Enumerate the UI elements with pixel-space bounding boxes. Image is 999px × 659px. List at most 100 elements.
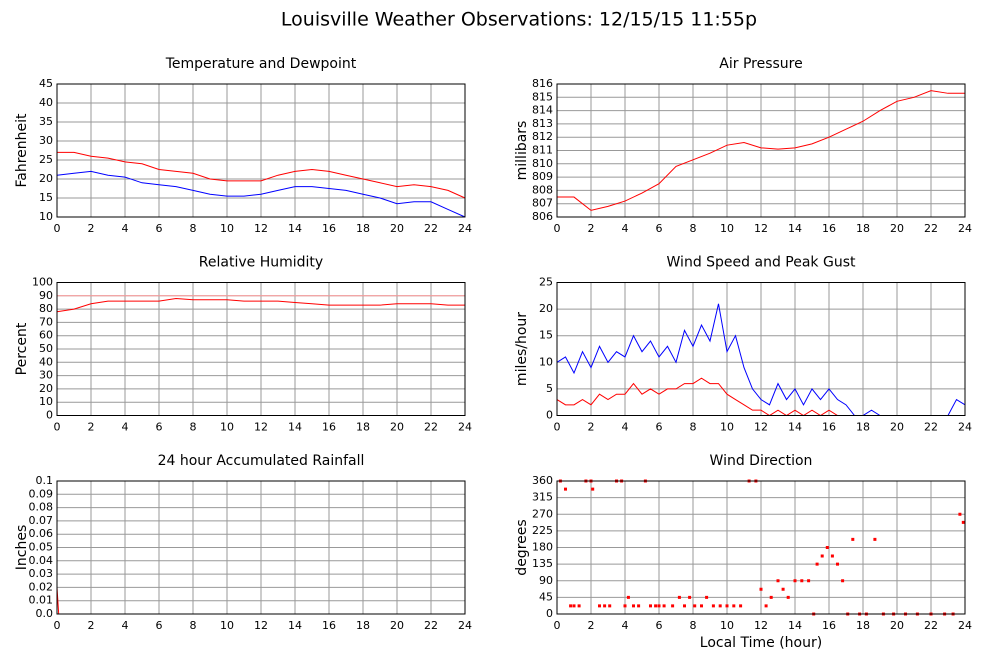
x-tick-label: 8: [690, 619, 697, 632]
y-tick-label: 45: [39, 77, 53, 90]
y-tick-label: 30: [39, 134, 53, 147]
x-tick-label: 0: [54, 222, 61, 235]
y-tick-label: 0.04: [29, 554, 54, 567]
data-point: [671, 604, 675, 608]
data-point: [677, 595, 681, 599]
x-tick-label: 0: [554, 222, 561, 235]
panel-title: Relative Humidity: [199, 255, 323, 271]
y-tick-label: 0: [546, 409, 553, 422]
x-tick-label: 6: [156, 619, 163, 632]
y-axis-label: Percent: [14, 322, 30, 375]
x-tick-label: 14: [288, 222, 302, 235]
x-tick-label: 18: [856, 222, 870, 235]
x-tick-label: 4: [622, 619, 629, 632]
y-tick-label: 0.03: [29, 567, 54, 580]
x-tick-label: 12: [254, 222, 268, 235]
y-tick-label: 5: [546, 382, 553, 395]
x-tick-label: 0: [54, 619, 61, 632]
x-tick-label: 2: [588, 222, 595, 235]
panel-title: Wind Direction: [710, 453, 813, 469]
data-point: [688, 595, 692, 599]
data-point: [608, 604, 612, 608]
x-tick-label: 22: [924, 619, 938, 632]
data-point: [577, 604, 581, 608]
x-tick-label: 8: [690, 222, 697, 235]
y-tick-label: 10: [39, 210, 53, 223]
y-tick-label: 0.0: [36, 607, 54, 620]
y-tick-label: 20: [539, 302, 553, 315]
data-point: [800, 579, 804, 583]
x-tick-label: 4: [122, 421, 129, 434]
data-point: [683, 604, 686, 608]
x-tick-label: 22: [424, 619, 438, 632]
y-tick-label: 90: [539, 574, 553, 587]
y-tick-label: 80: [39, 302, 53, 315]
x-tick-label: 22: [924, 222, 938, 235]
x-tick-label: 20: [890, 222, 904, 235]
x-tick-label: 10: [220, 222, 234, 235]
y-axis-label: Fahrenheit: [14, 113, 30, 188]
data-line: [56, 170, 466, 218]
data-point: [841, 579, 845, 583]
data-point: [623, 604, 627, 608]
y-tick-label: 30: [39, 369, 53, 382]
x-tick-label: 8: [190, 421, 197, 434]
y-tick-label: 806: [532, 210, 553, 223]
x-tick-label: 4: [122, 222, 129, 235]
data-point: [759, 587, 763, 591]
y-tick-label: 10: [539, 355, 553, 368]
plot-frame: [56, 480, 466, 615]
data-point: [815, 562, 819, 566]
y-tick-label: 100: [32, 276, 53, 289]
x-tick-label: 10: [720, 421, 734, 434]
main-title: Louisville Weather Observations: 12/15/1…: [281, 9, 757, 31]
x-tick-label: 2: [88, 421, 95, 434]
x-tick-label: 16: [322, 421, 336, 434]
x-tick-label: 4: [622, 222, 629, 235]
y-tick-label: 25: [539, 276, 553, 289]
data-point: [626, 595, 630, 599]
x-tick-label: 2: [588, 421, 595, 434]
y-tick-label: 45: [539, 590, 553, 603]
data-point: [776, 579, 780, 583]
data-point: [732, 604, 736, 608]
data-point: [851, 537, 855, 541]
y-tick-label: 40: [39, 96, 53, 109]
data-point: [793, 579, 797, 583]
y-tick-label: 0: [46, 409, 53, 422]
y-tick-label: 50: [39, 342, 53, 355]
x-tick-label: 4: [622, 421, 629, 434]
x-axis-label: Local Time (hour): [700, 635, 822, 651]
panel-title: Air Pressure: [719, 56, 802, 72]
y-tick-label: 814: [532, 104, 553, 117]
y-tick-label: 808: [532, 183, 553, 196]
data-point: [711, 604, 715, 608]
y-tick-label: 0.06: [29, 527, 54, 540]
x-tick-label: 16: [322, 619, 336, 632]
x-tick-label: 0: [54, 421, 61, 434]
data-point: [637, 604, 641, 608]
x-tick-label: 10: [220, 421, 234, 434]
x-tick-label: 12: [254, 619, 268, 632]
y-tick-label: 807: [532, 197, 553, 210]
x-tick-label: 16: [822, 421, 836, 434]
plot-frame: [556, 480, 966, 615]
data-point: [830, 554, 834, 558]
x-tick-label: 6: [656, 222, 663, 235]
data-point: [769, 595, 773, 599]
plot-frame: [56, 282, 466, 416]
data-point: [836, 562, 839, 566]
data-point: [564, 487, 567, 491]
data-point: [873, 537, 877, 541]
y-tick-label: 10: [39, 395, 53, 408]
data-point: [786, 595, 790, 599]
y-tick-label: 0.05: [29, 541, 54, 554]
y-tick-label: 20: [39, 382, 53, 395]
data-line: [557, 90, 965, 211]
x-tick-label: 12: [754, 421, 768, 434]
x-tick-label: 12: [754, 222, 768, 235]
x-tick-label: 14: [788, 421, 802, 434]
y-axis-label: millibars: [514, 121, 530, 181]
y-tick-label: 0: [546, 607, 553, 620]
